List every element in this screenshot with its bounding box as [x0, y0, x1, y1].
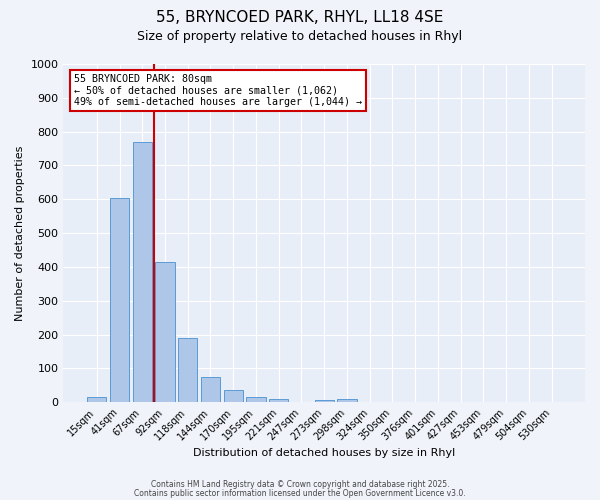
Bar	[247, 397, 266, 402]
Bar	[314, 400, 334, 402]
Bar	[269, 400, 289, 402]
Bar	[337, 400, 356, 402]
Bar	[133, 142, 152, 402]
Bar	[87, 397, 106, 402]
Bar	[155, 262, 175, 402]
Bar	[178, 338, 197, 402]
Text: Contains public sector information licensed under the Open Government Licence v3: Contains public sector information licen…	[134, 489, 466, 498]
Text: Contains HM Land Registry data © Crown copyright and database right 2025.: Contains HM Land Registry data © Crown c…	[151, 480, 449, 489]
Text: 55, BRYNCOED PARK, RHYL, LL18 4SE: 55, BRYNCOED PARK, RHYL, LL18 4SE	[157, 10, 443, 25]
Bar	[110, 198, 129, 402]
Y-axis label: Number of detached properties: Number of detached properties	[15, 146, 25, 321]
Bar	[224, 390, 243, 402]
Text: Size of property relative to detached houses in Rhyl: Size of property relative to detached ho…	[137, 30, 463, 43]
X-axis label: Distribution of detached houses by size in Rhyl: Distribution of detached houses by size …	[193, 448, 455, 458]
Bar	[201, 377, 220, 402]
Text: 55 BRYNCOED PARK: 80sqm
← 50% of detached houses are smaller (1,062)
49% of semi: 55 BRYNCOED PARK: 80sqm ← 50% of detache…	[74, 74, 362, 108]
